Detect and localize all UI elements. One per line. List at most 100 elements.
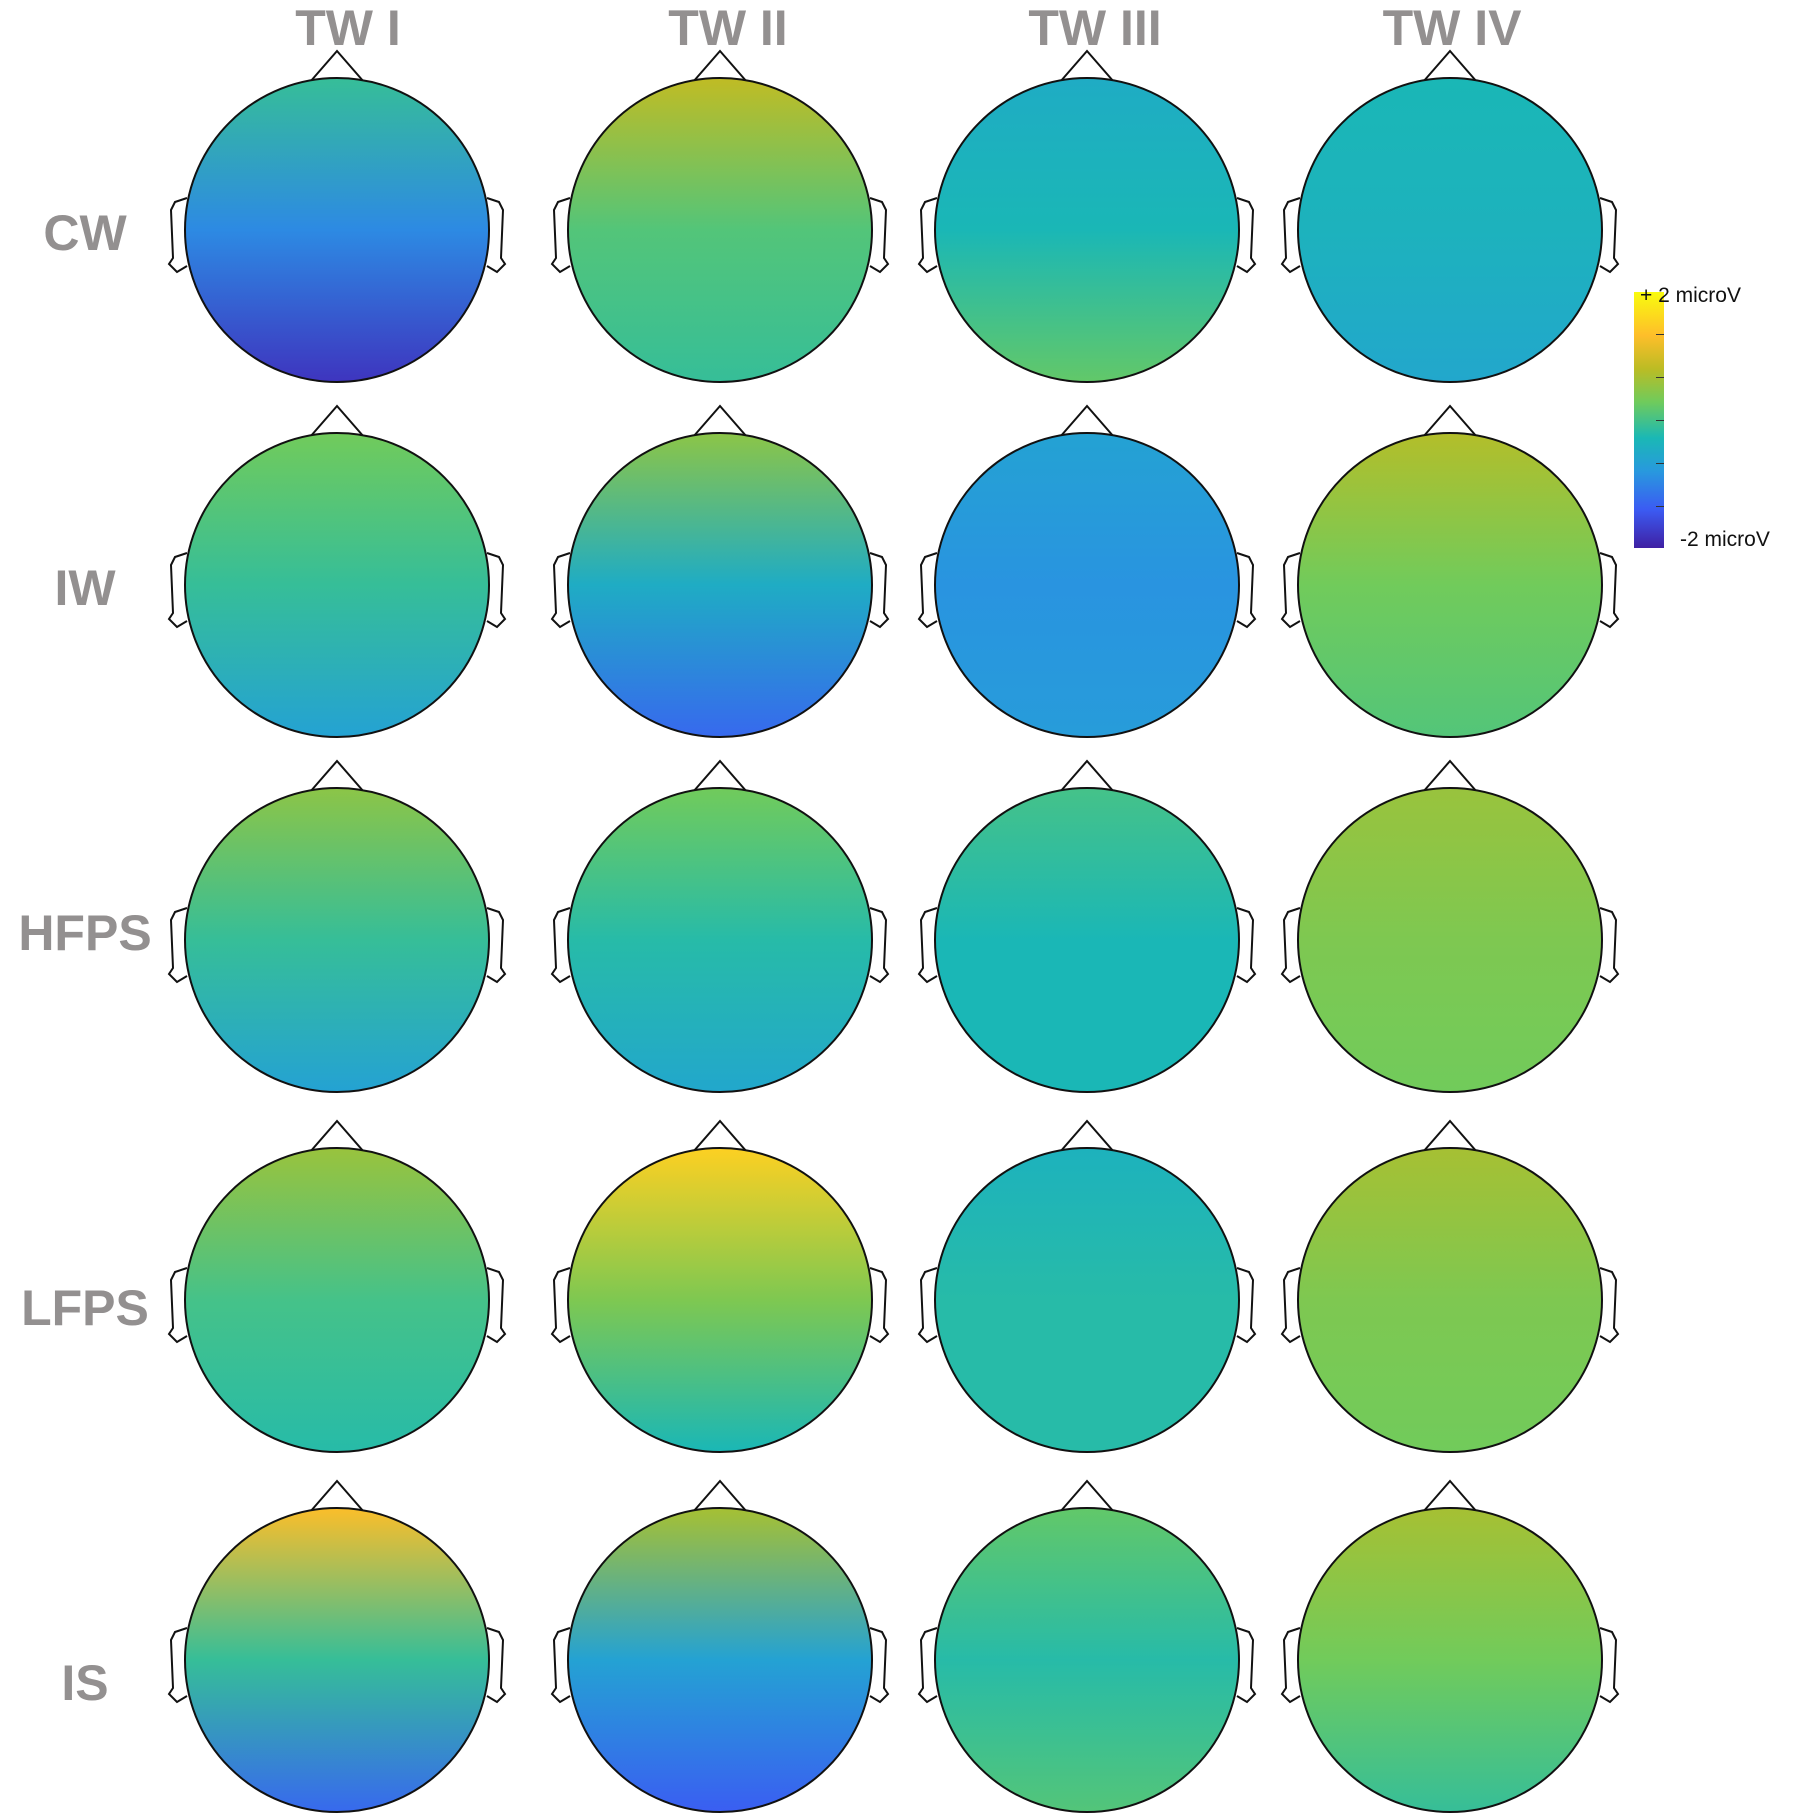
head-map <box>550 1479 890 1813</box>
head-map <box>167 404 507 738</box>
scalp-map-iw-twi <box>184 432 490 738</box>
head-map <box>167 1479 507 1813</box>
head-map <box>1280 49 1620 383</box>
head-map <box>917 404 1257 738</box>
scalp-map-is-twiii <box>934 1507 1240 1813</box>
scalp-map-lfps-twi <box>184 1147 490 1453</box>
left-ear-shape <box>167 1267 188 1344</box>
left-ear-shape <box>167 197 188 274</box>
nose-shape <box>309 49 365 83</box>
left-ear-shape <box>917 197 938 274</box>
left-ear-shape <box>1280 197 1301 274</box>
head-map <box>550 759 890 1093</box>
right-ear-shape <box>1599 907 1620 984</box>
left-ear-shape <box>550 552 571 629</box>
scalp-map-hfps-twiii <box>934 787 1240 1093</box>
right-ear-shape <box>486 1627 507 1704</box>
head-map <box>550 1119 890 1453</box>
left-ear-shape <box>1280 1627 1301 1704</box>
nose-shape <box>1422 759 1478 793</box>
right-ear-shape <box>486 907 507 984</box>
scalp-map-iw-twiii <box>934 432 1240 738</box>
nose-shape <box>309 1479 365 1513</box>
left-ear-shape <box>1280 907 1301 984</box>
right-ear-shape <box>869 552 890 629</box>
colorbar-tick <box>1656 334 1664 335</box>
nose-shape <box>692 49 748 83</box>
left-ear-shape <box>167 907 188 984</box>
nose-shape <box>1059 404 1115 438</box>
colorbar-tick <box>1656 377 1664 378</box>
right-ear-shape <box>1599 552 1620 629</box>
row-label-hfps: HFPS <box>18 905 152 961</box>
head-map <box>917 1479 1257 1813</box>
left-ear-shape <box>1280 552 1301 629</box>
left-ear-shape <box>550 197 571 274</box>
nose-shape <box>1059 49 1115 83</box>
left-ear-shape <box>917 552 938 629</box>
right-ear-shape <box>1236 552 1257 629</box>
row-label-iw: IW <box>54 560 116 616</box>
nose-shape <box>692 1119 748 1153</box>
right-ear-shape <box>1236 197 1257 274</box>
head-map <box>550 404 890 738</box>
right-ear-shape <box>486 197 507 274</box>
column-label-tw3: TW III <box>1028 0 1162 56</box>
nose-shape <box>1422 404 1478 438</box>
right-ear-shape <box>1599 197 1620 274</box>
left-ear-shape <box>1280 1267 1301 1344</box>
nose-shape <box>1422 49 1478 83</box>
column-label-tw1: TW I <box>295 0 401 56</box>
scalp-map-iw-twiv <box>1297 432 1603 738</box>
right-ear-shape <box>486 1267 507 1344</box>
nose-shape <box>1059 1119 1115 1153</box>
head-map <box>1280 404 1620 738</box>
nose-shape <box>692 1479 748 1513</box>
right-ear-shape <box>869 1267 890 1344</box>
head-map <box>1280 1479 1620 1813</box>
head-map <box>167 1119 507 1453</box>
scalp-map-lfps-twiii <box>934 1147 1240 1453</box>
head-map <box>917 1119 1257 1453</box>
head-map <box>917 49 1257 383</box>
head-map <box>167 49 507 383</box>
column-label-tw2: TW II <box>668 0 788 56</box>
scalp-map-iw-twii <box>567 432 873 738</box>
left-ear-shape <box>167 552 188 629</box>
colorbar-min-label: -2 microV <box>1680 528 1770 551</box>
scalp-map-is-twiv <box>1297 1507 1603 1813</box>
column-label-tw4: TW IV <box>1382 0 1522 56</box>
right-ear-shape <box>869 1627 890 1704</box>
left-ear-shape <box>917 1267 938 1344</box>
right-ear-shape <box>1236 1627 1257 1704</box>
right-ear-shape <box>1599 1627 1620 1704</box>
head-map <box>917 759 1257 1093</box>
head-map <box>1280 1119 1620 1453</box>
colorbar-max-label: + 2 microV <box>1640 284 1741 307</box>
colorbar-tick <box>1656 420 1664 421</box>
scalp-map-cw-twiv <box>1297 77 1603 383</box>
scalp-map-cw-twiii <box>934 77 1240 383</box>
left-ear-shape <box>917 1627 938 1704</box>
row-label-lfps: LFPS <box>21 1280 149 1336</box>
scalp-map-lfps-twii <box>567 1147 873 1453</box>
left-ear-shape <box>550 1627 571 1704</box>
scalp-map-is-twii <box>567 1507 873 1813</box>
nose-shape <box>692 759 748 793</box>
scalp-map-hfps-twiv <box>1297 787 1603 1093</box>
head-map <box>1280 759 1620 1093</box>
nose-shape <box>1059 759 1115 793</box>
left-ear-shape <box>917 907 938 984</box>
nose-shape <box>1422 1479 1478 1513</box>
row-label-cw: CW <box>43 205 127 261</box>
scalp-map-cw-twii <box>567 77 873 383</box>
left-ear-shape <box>550 1267 571 1344</box>
scalp-map-lfps-twiv <box>1297 1147 1603 1453</box>
right-ear-shape <box>1599 1267 1620 1344</box>
nose-shape <box>1059 1479 1115 1513</box>
row-label-is: IS <box>61 1655 109 1711</box>
scalp-map-hfps-twii <box>567 787 873 1093</box>
right-ear-shape <box>1236 1267 1257 1344</box>
